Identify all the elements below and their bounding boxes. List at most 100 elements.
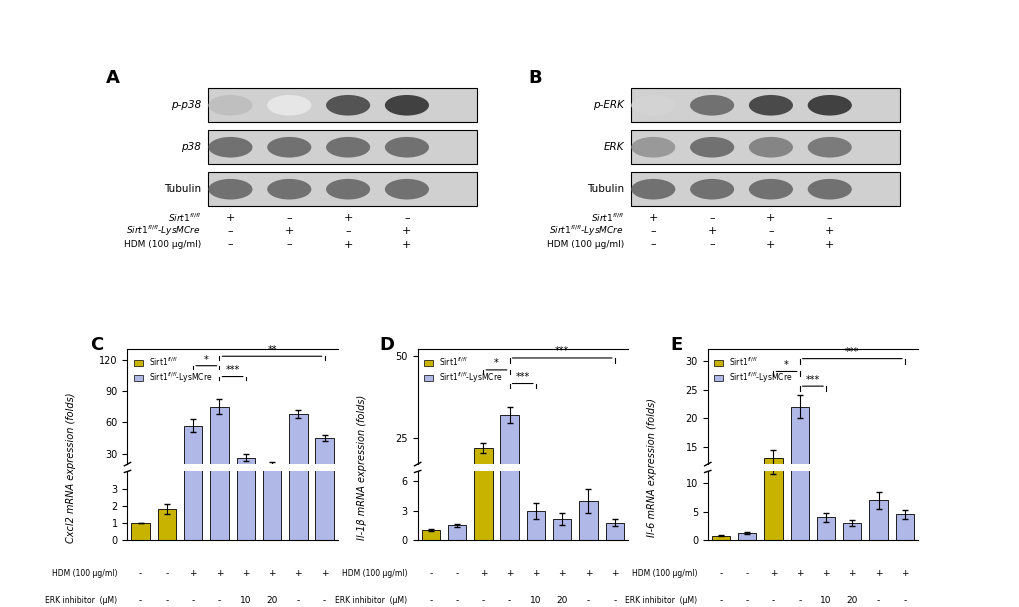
Text: -: - — [323, 597, 326, 605]
Text: -: - — [718, 597, 721, 605]
Text: Il-6 mRNA expression (folds): Il-6 mRNA expression (folds) — [646, 398, 656, 537]
Bar — [605, 514, 624, 520]
Text: +: + — [532, 569, 539, 578]
Text: ERK inhibitor  (μM): ERK inhibitor (μM) — [625, 597, 697, 605]
Bar — [895, 515, 913, 540]
Text: +: + — [648, 213, 657, 223]
Ellipse shape — [631, 95, 675, 115]
Ellipse shape — [384, 95, 429, 115]
FancyBboxPatch shape — [631, 172, 899, 206]
Text: 20: 20 — [556, 597, 568, 605]
Text: *: * — [204, 354, 209, 365]
Bar — [816, 510, 835, 533]
Text: –: – — [227, 240, 233, 249]
Bar — [711, 535, 730, 540]
Text: 10: 10 — [239, 597, 252, 605]
FancyBboxPatch shape — [208, 88, 476, 123]
Text: -: - — [139, 569, 142, 578]
Bar — [236, 93, 255, 540]
Bar — [790, 414, 808, 540]
Bar — [579, 507, 597, 520]
Text: p-ERK: p-ERK — [592, 100, 624, 110]
Ellipse shape — [326, 137, 370, 158]
Ellipse shape — [807, 95, 851, 115]
Text: p-p38: p-p38 — [170, 100, 201, 110]
Bar — [183, 0, 202, 540]
Bar — [526, 510, 544, 520]
Text: –: – — [286, 213, 291, 223]
Text: HDM (100 μg/ml): HDM (100 μg/ml) — [52, 569, 117, 578]
Bar — [895, 507, 913, 533]
Ellipse shape — [326, 179, 370, 200]
Text: D: D — [379, 336, 394, 354]
Text: -: - — [718, 569, 721, 578]
Bar — [158, 483, 176, 485]
Text: -: - — [297, 597, 300, 605]
Legend: Sirt1$^{fl/fl}$, Sirt1$^{fl/fl}$-LysMCre: Sirt1$^{fl/fl}$, Sirt1$^{fl/fl}$-LysMCre — [131, 353, 215, 387]
Text: -: - — [454, 569, 459, 578]
Bar — [131, 523, 150, 540]
Ellipse shape — [807, 137, 851, 158]
Bar — [552, 518, 571, 540]
Ellipse shape — [690, 179, 734, 200]
Text: +: + — [824, 240, 834, 249]
FancyBboxPatch shape — [631, 88, 899, 123]
Bar — [711, 528, 730, 533]
Ellipse shape — [384, 179, 429, 200]
Text: -: - — [745, 569, 748, 578]
Text: +: + — [505, 569, 513, 578]
Text: +: + — [343, 240, 353, 249]
Text: +: + — [765, 213, 774, 223]
Text: HDM (100 μg/ml): HDM (100 μg/ml) — [546, 240, 624, 249]
Text: +: + — [765, 240, 774, 249]
Bar — [763, 466, 782, 540]
Legend: Sirt1$^{fl/fl}$, Sirt1$^{fl/fl}$-LysMCre: Sirt1$^{fl/fl}$, Sirt1$^{fl/fl}$-LysMCre — [711, 353, 794, 387]
Text: –: – — [826, 213, 832, 223]
Bar — [500, 226, 519, 540]
Bar — [288, 0, 307, 540]
Text: ***: *** — [516, 372, 529, 382]
FancyBboxPatch shape — [208, 172, 476, 206]
Text: +: + — [190, 569, 197, 578]
Text: -: - — [797, 597, 801, 605]
Ellipse shape — [208, 95, 253, 115]
Text: –: – — [227, 226, 233, 236]
Text: +: + — [225, 213, 235, 223]
Text: 10: 10 — [819, 597, 830, 605]
Text: -: - — [429, 569, 432, 578]
Text: –: – — [708, 240, 714, 249]
Text: +: + — [294, 569, 302, 578]
Text: +: + — [795, 569, 803, 578]
Bar — [447, 515, 466, 520]
Bar — [526, 510, 544, 540]
Text: ERK inhibitor  (μM): ERK inhibitor (μM) — [45, 597, 117, 605]
Text: –: – — [767, 226, 773, 236]
Ellipse shape — [208, 137, 253, 158]
Text: +: + — [848, 569, 855, 578]
Text: E: E — [669, 336, 682, 354]
Text: +: + — [268, 569, 275, 578]
Bar — [131, 484, 150, 485]
Text: HDM (100 μg/ml): HDM (100 μg/ml) — [632, 569, 697, 578]
Ellipse shape — [267, 95, 311, 115]
Text: -: - — [429, 597, 432, 605]
Text: ***: *** — [225, 365, 239, 376]
Text: C: C — [90, 336, 103, 354]
Text: B: B — [528, 69, 541, 87]
Text: -: - — [771, 597, 774, 605]
Ellipse shape — [748, 95, 792, 115]
Text: +: + — [900, 569, 908, 578]
Text: $Sirt1^{fl/fl}$-LysMCre: $Sirt1^{fl/fl}$-LysMCre — [548, 224, 624, 239]
Text: -: - — [586, 597, 590, 605]
Text: **: ** — [267, 345, 276, 355]
Text: A: A — [105, 69, 119, 87]
Bar — [868, 500, 887, 540]
FancyBboxPatch shape — [208, 130, 476, 164]
Text: –: – — [650, 240, 655, 249]
Bar — [288, 414, 307, 485]
Text: +: + — [557, 569, 566, 578]
Text: –: – — [345, 226, 351, 236]
Bar — [500, 415, 519, 520]
Ellipse shape — [267, 137, 311, 158]
Text: -: - — [192, 597, 195, 605]
